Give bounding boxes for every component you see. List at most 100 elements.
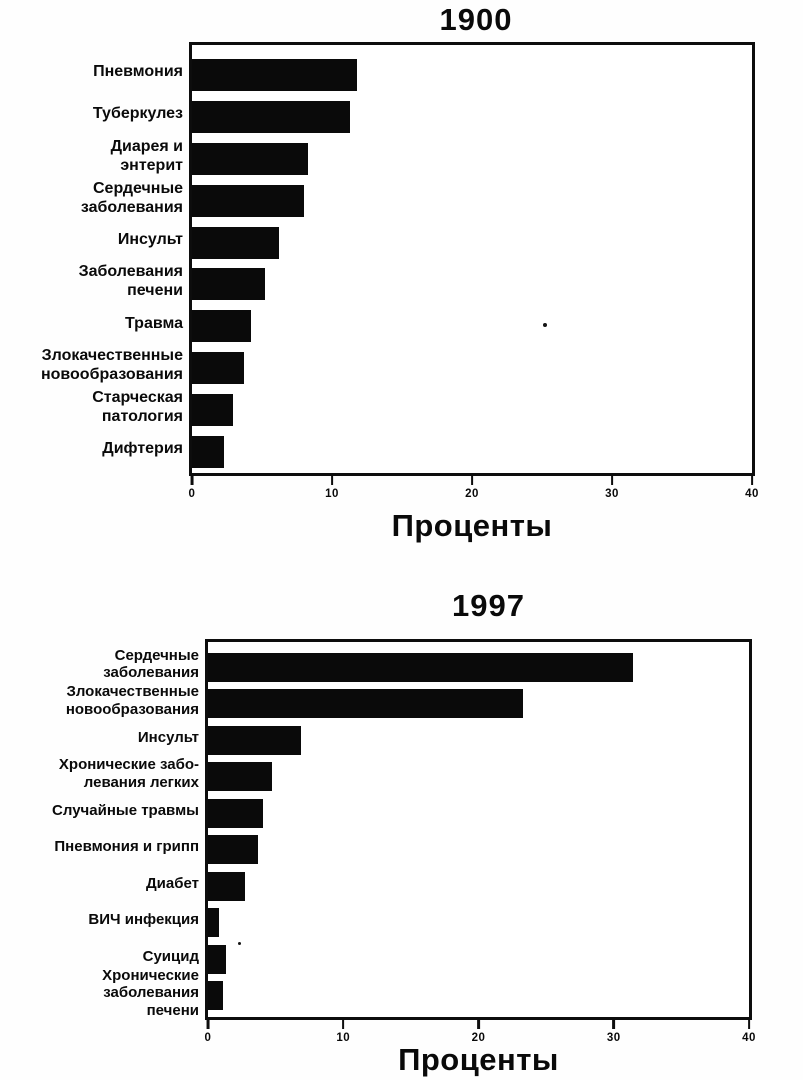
plot-area-1997 [205,639,752,1020]
bar-row [192,305,752,347]
x-tick-mark [747,1020,751,1029]
x-tick: 0 [189,476,196,500]
bar-row [208,832,749,869]
x-tick-label: 10 [336,1032,351,1044]
x-tick: 20 [465,476,479,500]
x-axis-1900: 0 10 20 30 40 [189,476,758,506]
x-tick-label: 30 [605,488,619,500]
category-label: Сердечные заболевания [80,179,183,216]
category-label: Злокачественные новообразования [65,683,199,718]
x-tick: 0 [205,1020,212,1044]
x-tick-label: 20 [465,488,479,500]
category-label: Туберкулез [92,105,183,123]
category-label: Старческая патология [92,389,183,426]
bar [208,652,633,682]
bar [192,268,265,301]
category-label: ВИЧ инфекция [88,911,199,928]
bar-row [192,431,752,473]
x-tick-mark [341,1020,345,1029]
chart-title-1997: 1997 [452,588,525,623]
x-tick-mark [750,476,754,485]
bar [192,100,351,133]
bar [208,871,245,901]
bar-row [208,868,749,905]
bar [208,835,259,865]
bar-row [208,759,749,796]
x-tick: 20 [472,1020,486,1044]
chart-title-1900: 1900 [439,2,513,37]
category-label: Диабет [145,874,199,892]
scan-speck [238,942,241,945]
x-tick: 10 [336,1020,350,1044]
category-label: Травма [125,314,183,332]
x-tick-mark [470,476,474,485]
bar-row [208,941,749,978]
bar [208,762,272,792]
bar [192,142,309,175]
x-tick-mark [477,1020,480,1029]
category-label: Заболевания печени [78,263,183,300]
bar [208,798,264,828]
bar-row [192,263,752,305]
bar-row [192,180,752,222]
x-tick-mark [330,476,334,485]
bar [208,725,302,755]
bar [208,944,226,974]
bar [192,435,225,468]
x-tick-label: 0 [204,1032,212,1044]
category-label: Диарея и энтерит [110,137,183,174]
category-label: Злокачественные новообразования [40,347,183,384]
category-label: Инсульт [117,231,183,248]
x-tick-mark [612,1020,615,1029]
scan-speck [543,323,547,327]
category-label: Суицид [142,947,199,965]
bar [192,352,244,385]
x-tick-label: 30 [606,1032,621,1044]
category-label: Пневмония [93,63,183,81]
x-tick: 40 [742,1020,756,1044]
bar-row [192,389,752,431]
x-tick-label: 20 [471,1032,486,1044]
x-tick-mark [206,1020,210,1029]
category-label: Случайные травмы [52,801,199,819]
x-tick-label: 0 [188,488,196,500]
x-tick: 10 [325,476,339,500]
bar [208,689,524,719]
bar-row [192,54,752,96]
x-tick-mark [610,476,614,485]
category-label: Инсульт [137,728,199,746]
bar-row [208,649,749,686]
bar-row [208,795,749,832]
x-tick: 30 [605,476,619,500]
x-axis-label-1997: Проценты [398,1042,559,1077]
category-label: Сердечные заболевания [103,646,199,682]
bar [208,908,219,938]
bar [192,310,251,343]
plot-area-1900 [189,42,755,476]
x-tick-label: 40 [742,1032,756,1044]
bar-row [208,978,749,1015]
category-label: Хронические заболевания печени [102,966,199,1019]
bar [192,394,233,427]
x-tick: 30 [607,1020,621,1044]
x-tick-mark [190,476,194,485]
bars-1997 [208,642,749,1017]
bar-row [192,138,752,180]
bar-row [208,686,749,723]
bar-row [192,347,752,389]
category-label: Хронические забо- левания легких [58,756,199,791]
bar-row [208,722,749,759]
x-tick-label: 10 [325,488,339,500]
x-axis-1997: 0 10 20 30 40 [205,1020,755,1050]
bar-row [192,222,752,264]
bar [192,184,304,217]
x-tick-label: 40 [745,488,759,500]
bar-row [208,905,749,942]
bar-row [192,96,752,138]
x-tick: 40 [745,476,759,500]
category-label: Пневмония и грипп [54,838,199,855]
category-labels-1900: Пневмония Туберкулез Диарея и энтерит Серде… [10,42,183,470]
bar [192,226,279,259]
bar [208,981,223,1011]
category-labels-1997: Сердечные заболевания Злокачественные нов… [24,639,199,1019]
